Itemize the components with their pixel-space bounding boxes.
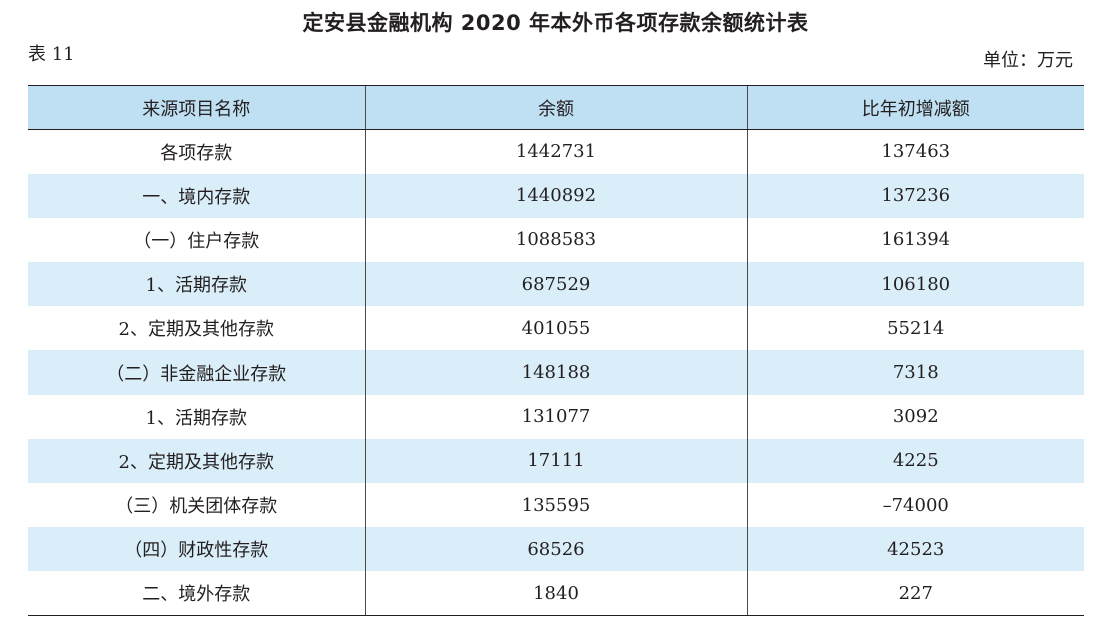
row-balance-cell: 17111	[364, 438, 747, 483]
row-name-cell: （三）机关团体存款	[115, 496, 278, 518]
table-number-label: 表 11	[28, 44, 75, 65]
table-row: 1、活期存款 687529 106180	[28, 262, 1084, 307]
row-change-cell: 227	[746, 571, 1084, 617]
row-balance-cell: 135595	[364, 483, 747, 528]
row-balance-cell: 1442731	[364, 129, 747, 174]
table-header-row: 来源项目名称 余额 比年初增减额	[28, 85, 1084, 130]
row-balance-cell: 687529	[364, 262, 747, 307]
row-name-cell: （四）财政性存款	[124, 540, 269, 562]
page-title: 定安县金融机构 2020 年本外币各项存款余额统计表	[302, 11, 809, 35]
row-change-cell: 137236	[746, 173, 1084, 218]
table-row: 1、活期存款 131077 3092	[28, 394, 1084, 439]
row-name-cell: 1、活期存款	[145, 407, 247, 429]
table-row: 一、境内存款 1440892 137236	[28, 173, 1084, 218]
unit-label: 单位：万元	[983, 50, 1073, 71]
table-row: 二、境外存款 1840 227	[28, 571, 1084, 617]
row-balance-cell: 68526	[364, 527, 747, 572]
row-change-cell: 3092	[746, 394, 1084, 439]
row-name-cell: 各项存款	[160, 142, 233, 164]
table-row: 2、定期及其他存款 401055 55214	[28, 306, 1084, 351]
row-name-cell: 2、定期及其他存款	[118, 451, 274, 473]
row-change-cell: 55214	[746, 306, 1084, 351]
table-row: （三）机关团体存款 135595 –74000	[28, 483, 1084, 528]
row-change-cell: –74000	[746, 483, 1084, 528]
row-change-cell: 4225	[746, 438, 1084, 483]
row-name-cell: （一）住户存款	[133, 230, 260, 252]
table-row: 2、定期及其他存款 17111 4225	[28, 438, 1084, 483]
row-name-cell: 1、活期存款	[145, 275, 247, 297]
row-balance-cell: 401055	[364, 306, 747, 351]
column-header-change: 比年初增减额	[746, 85, 1084, 130]
row-change-cell: 42523	[746, 527, 1084, 572]
row-balance-cell: 1840	[364, 571, 747, 617]
row-balance-cell: 148188	[364, 350, 747, 395]
row-balance-cell: 131077	[364, 394, 747, 439]
row-name-cell: （二）非金融企业存款	[106, 363, 287, 385]
table-row: （四）财政性存款 68526 42523	[28, 527, 1084, 572]
column-header-source: 来源项目名称	[28, 85, 365, 130]
column-header-balance: 余额	[364, 85, 747, 130]
table-row: （二）非金融企业存款 148188 7318	[28, 350, 1084, 395]
row-balance-cell: 1088583	[364, 217, 747, 263]
row-name-cell: 一、境内存款	[142, 186, 251, 208]
row-change-cell: 7318	[746, 350, 1084, 395]
row-balance-cell: 1440892	[364, 173, 747, 218]
table-row: 各项存款 1442731 137463	[28, 129, 1084, 174]
row-change-cell: 106180	[746, 262, 1084, 307]
row-change-cell: 161394	[746, 217, 1084, 263]
row-change-cell: 137463	[746, 129, 1084, 174]
row-name-cell: 2、定期及其他存款	[118, 319, 274, 341]
table-row: （一）住户存款 1088583 161394	[28, 217, 1084, 263]
deposit-statistics-table: 来源项目名称 余额 比年初增减额 各项存款 1442731 137463 一、境…	[28, 85, 1084, 617]
row-name-cell: 二、境外存款	[28, 571, 365, 617]
